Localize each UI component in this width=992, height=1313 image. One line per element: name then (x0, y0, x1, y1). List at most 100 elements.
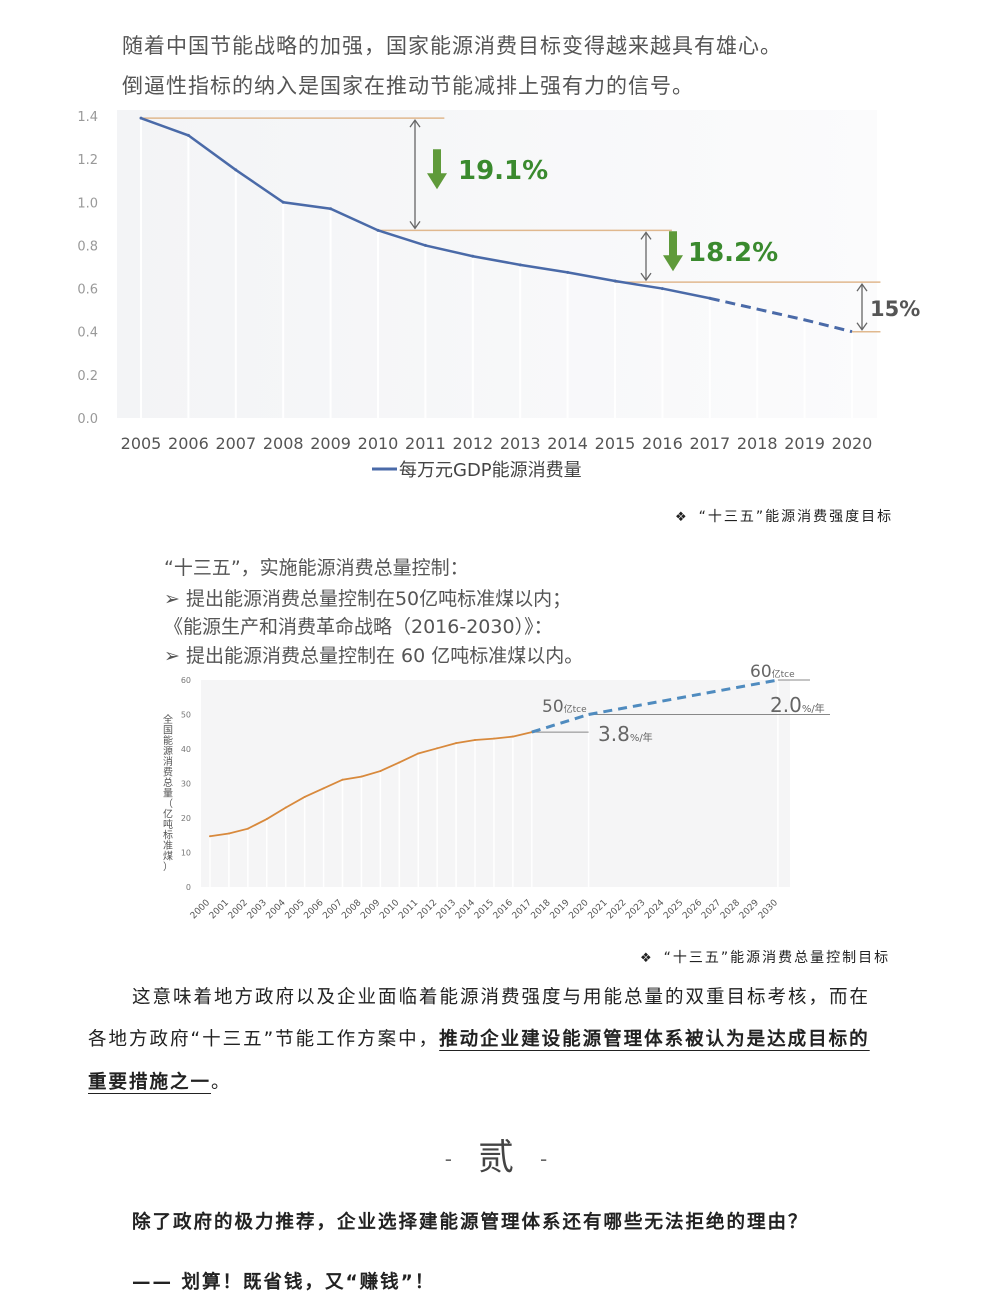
annotation-unit: 亿tce (564, 703, 587, 715)
x-tick-2015: 2015 (595, 434, 636, 453)
plan-line-3: 《能源生产和消费革命战略（2016-2030）》： (164, 616, 553, 638)
point-2002 (246, 827, 249, 830)
y-tick-20: 20 (181, 814, 191, 823)
y-axis-label-char: 标 (163, 830, 173, 842)
reduction-label-2: 15% (870, 297, 920, 321)
section-heading: -贰- (0, 1128, 992, 1180)
x-tick-2012: 2012 (452, 434, 493, 453)
y-tick-30: 30 (181, 780, 191, 789)
x-tick-2010: 2010 (358, 434, 399, 453)
x-tick-2028: 2028 (719, 898, 742, 921)
x-tick-2014: 2014 (547, 434, 588, 453)
point-2004 (284, 806, 287, 809)
x-tick-2018: 2018 (737, 434, 778, 453)
point-2007 (341, 778, 344, 781)
x-tick-2010: 2010 (378, 898, 401, 921)
annotation-unit: %/年 (630, 731, 653, 744)
caption-total-text: “十三五”能源消费总量控制目标 (663, 950, 891, 966)
annotation-2: 3.8%/年 (598, 722, 653, 746)
diamond-bullet-icon: ❖ (640, 951, 654, 966)
annotation-0: 50亿tce (542, 697, 587, 717)
legend-label: 每万元GDP能源消费量 (399, 460, 582, 481)
annotation-1: 60亿tce (750, 662, 795, 682)
point-2015 (613, 279, 617, 283)
reduction-label-0: 19.1% (458, 156, 548, 186)
x-tick-2014: 2014 (454, 898, 477, 921)
intro-line-2: 倒逼性指标的纳入是国家在推动节能减排上强有力的信号。 (122, 74, 694, 98)
x-tick-2004: 2004 (265, 898, 288, 921)
y-axis-label-char: 吨 (163, 818, 173, 831)
x-tick-2026: 2026 (681, 898, 704, 921)
point-2005 (139, 116, 143, 120)
x-tick-2025: 2025 (662, 898, 685, 921)
x-tick-2018: 2018 (530, 898, 553, 921)
y-axis-label-char: 费 (163, 766, 173, 779)
x-tick-2015: 2015 (473, 898, 496, 921)
point-2013 (455, 742, 458, 745)
x-tick-2007: 2007 (321, 898, 344, 921)
green-down-arrow-icon (663, 231, 683, 272)
y-tick-60: 60 (181, 676, 191, 685)
x-tick-2016: 2016 (492, 898, 515, 921)
point-2008 (281, 200, 285, 204)
point-2015 (492, 737, 495, 740)
x-tick-2005: 2005 (121, 434, 162, 453)
point-2014 (566, 270, 570, 274)
point-2010 (398, 761, 401, 764)
energy-intensity-chart: 0.0 0.2 0.4 0.6 0.8 1.0 1.2 1.4 2005 2006 2007 200… (77, 110, 920, 481)
point-2009 (379, 770, 382, 773)
y-tick-1.0: 1.0 (77, 196, 98, 211)
x-tick-2019: 2019 (549, 898, 572, 921)
section-dash-right: - (540, 1147, 548, 1171)
point-2000 (209, 835, 211, 838)
y-axis-label-char: （ (163, 798, 173, 810)
y-tick-0: 0 (186, 883, 191, 892)
arrowhead-down-icon (409, 220, 421, 230)
annotation-unit: %/年 (802, 702, 825, 715)
paragraph-line-2-plain: 各地方政府“十三五”节能工作方案中， (88, 1029, 440, 1050)
x-tick-2001: 2001 (208, 898, 231, 921)
x-tick-2006: 2006 (302, 898, 325, 921)
y-axis-label-char: ） (163, 861, 173, 873)
point-2008 (360, 775, 363, 778)
x-tick-2017: 2017 (689, 434, 730, 453)
x-tick-2008: 2008 (340, 898, 363, 921)
y-axis-label-char: 能 (163, 734, 173, 747)
y-axis-label-char: 源 (163, 745, 173, 758)
point-2011 (423, 243, 427, 247)
plot-background (201, 680, 790, 887)
point-2005 (303, 795, 306, 798)
arrowhead-down-icon (856, 322, 868, 331)
point-2007 (234, 168, 238, 172)
point-2003 (265, 818, 268, 821)
plan-line-2: ➢ 提出能源消费总量控制在50亿吨标准煤以内； (164, 588, 572, 610)
point-2016 (511, 735, 514, 738)
x-tick-2008: 2008 (263, 434, 304, 453)
point-2016 (660, 287, 664, 291)
y-axis-label: 全国能源消费总量（亿吨标准煤） (163, 713, 173, 873)
point-2012 (436, 747, 439, 750)
y-tick-0.8: 0.8 (77, 239, 98, 254)
arrowhead-up-icon (856, 282, 868, 292)
series-line-total (209, 731, 533, 838)
annotation-value: 2.0 (770, 693, 802, 717)
y-tick-0.4: 0.4 (77, 326, 98, 341)
x-tick-2000: 2000 (189, 898, 212, 921)
y-tick-10: 10 (181, 849, 191, 858)
question-text: 除了政府的极力推荐，企业选择建能源管理体系还有哪些无法拒绝的理由？ (132, 1212, 809, 1233)
series-projection-2 (588, 678, 779, 716)
point-2006 (186, 133, 190, 137)
plot-background (117, 110, 877, 418)
y-tick-40: 40 (181, 745, 191, 754)
x-tick-2007: 2007 (215, 434, 256, 453)
arrowhead-up-icon (640, 231, 652, 240)
point-2009 (329, 207, 333, 211)
y-axis-label-char: 亿 (163, 808, 173, 821)
caption-intensity-text: “十三五”能源消费强度目标 (698, 509, 894, 525)
y-axis-label-char: 煤 (163, 850, 173, 863)
x-tick-2022: 2022 (605, 898, 628, 921)
paragraph-period: 。 (211, 1072, 232, 1093)
point-2006 (322, 787, 325, 790)
y-axis-label-char: 总 (163, 776, 173, 789)
x-tick-2011: 2011 (405, 434, 446, 453)
